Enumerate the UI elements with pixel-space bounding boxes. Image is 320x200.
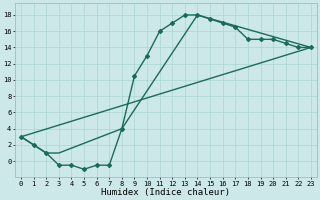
X-axis label: Humidex (Indice chaleur): Humidex (Indice chaleur)	[101, 188, 230, 197]
